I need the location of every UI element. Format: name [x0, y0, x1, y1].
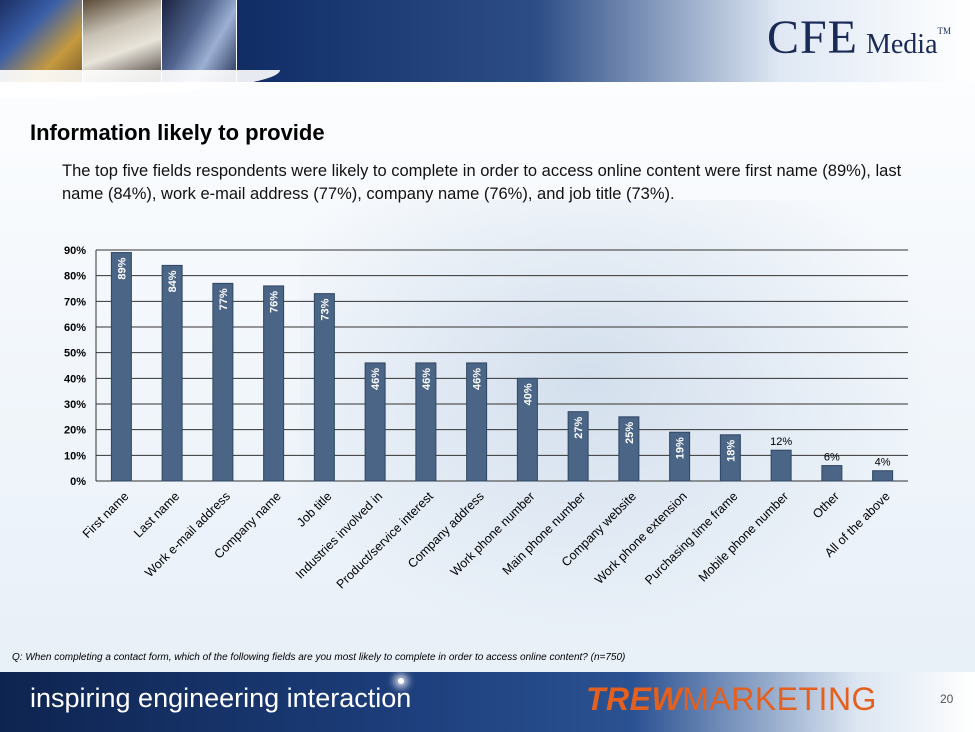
y-tick-label: 40% [64, 373, 86, 385]
data-label: 89% [116, 257, 128, 279]
bar [364, 362, 386, 482]
category-label: Industries involved in [293, 489, 385, 581]
y-tick-label: 70% [64, 296, 86, 308]
data-label: 25% [624, 422, 636, 444]
bar [466, 362, 488, 482]
y-tick-label: 20% [64, 425, 86, 437]
data-label: 73% [319, 298, 331, 320]
bar [567, 411, 589, 482]
slide-title: Information likely to provide [30, 120, 325, 145]
data-label: 40% [522, 383, 534, 405]
category-label: Product/service interest [334, 489, 437, 592]
footer-bar [0, 672, 975, 732]
header-photo-machinery [162, 0, 237, 82]
y-tick-label: 30% [64, 399, 86, 411]
data-label: 19% [675, 437, 687, 459]
data-label: 84% [167, 270, 179, 292]
data-label: 46% [421, 368, 433, 390]
logo-trew-text: TREW [586, 681, 683, 717]
bar [161, 264, 183, 482]
survey-footnote: Q: When completing a contact form, which… [12, 652, 626, 663]
bar [212, 282, 234, 482]
category-label: Other [810, 489, 842, 521]
y-tick-label: 90% [64, 245, 86, 257]
y-tick-label: 60% [64, 322, 86, 334]
header-photo-workers [83, 0, 162, 82]
logo-sub-text: Media [865, 29, 938, 60]
bar [669, 431, 691, 482]
y-tick-label: 50% [64, 348, 86, 360]
category-label: Job title [294, 489, 334, 529]
page-number: 20 [940, 692, 954, 706]
bar [872, 470, 894, 482]
data-label: 27% [573, 416, 585, 438]
category-label: First name [80, 489, 132, 541]
header-banner [0, 0, 975, 82]
category-label: Last name [131, 489, 182, 540]
spark-icon [398, 678, 404, 684]
bar [263, 285, 285, 482]
category-label: Work phone number [448, 489, 538, 579]
trew-marketing-logo: TREWMARKETING [586, 681, 877, 718]
data-label: 6% [824, 452, 840, 464]
y-tick-label: 80% [64, 271, 86, 283]
bar [821, 465, 843, 482]
footer-tagline: inspiring engineering interaction [30, 683, 412, 713]
header-photo-building [0, 0, 83, 82]
logo-marketing-text: MARKETING [682, 681, 877, 717]
y-tick-label: 0% [70, 476, 86, 488]
category-label: Work e-mail address [142, 489, 233, 580]
y-tick-label: 10% [64, 450, 86, 462]
data-label: 4% [875, 457, 891, 469]
bar-chart: 0% 10% 20% 30% 40% 50% 60% 70% 80% 90% 89% First na… [64, 245, 908, 592]
bar [516, 377, 538, 482]
data-label: 46% [370, 368, 382, 390]
data-label: 77% [218, 288, 230, 310]
data-label: 76% [269, 291, 281, 313]
bar [618, 416, 640, 482]
data-label: 12% [770, 436, 792, 448]
bar [770, 449, 792, 482]
category-label: Purchasing time frame [642, 489, 740, 587]
data-label: 18% [725, 440, 737, 462]
slide-summary: The top five fields respondents were lik… [62, 162, 902, 203]
cfe-media-logo: CFE MediaTM [767, 10, 951, 65]
bar [719, 434, 741, 482]
category-label: Mobile phone number [696, 489, 791, 584]
bar [313, 293, 335, 482]
bar [110, 252, 132, 482]
category-label: Work phone extension [592, 489, 690, 587]
bar [415, 362, 437, 482]
data-label: 46% [472, 368, 484, 390]
logo-trademark: TM [937, 26, 952, 36]
logo-main-text: CFE [766, 11, 858, 64]
